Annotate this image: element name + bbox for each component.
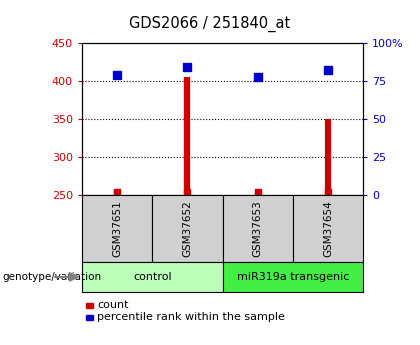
Text: control: control (133, 272, 171, 282)
Text: GSM37653: GSM37653 (253, 200, 263, 257)
Text: GSM37654: GSM37654 (323, 200, 333, 257)
Text: genotype/variation: genotype/variation (2, 272, 101, 282)
Text: count: count (97, 300, 129, 310)
Text: percentile rank within the sample: percentile rank within the sample (97, 313, 285, 322)
Text: miR319a transgenic: miR319a transgenic (237, 272, 349, 282)
Text: GSM37651: GSM37651 (112, 200, 122, 257)
Text: GSM37652: GSM37652 (182, 200, 192, 257)
Text: GDS2066 / 251840_at: GDS2066 / 251840_at (129, 16, 291, 32)
